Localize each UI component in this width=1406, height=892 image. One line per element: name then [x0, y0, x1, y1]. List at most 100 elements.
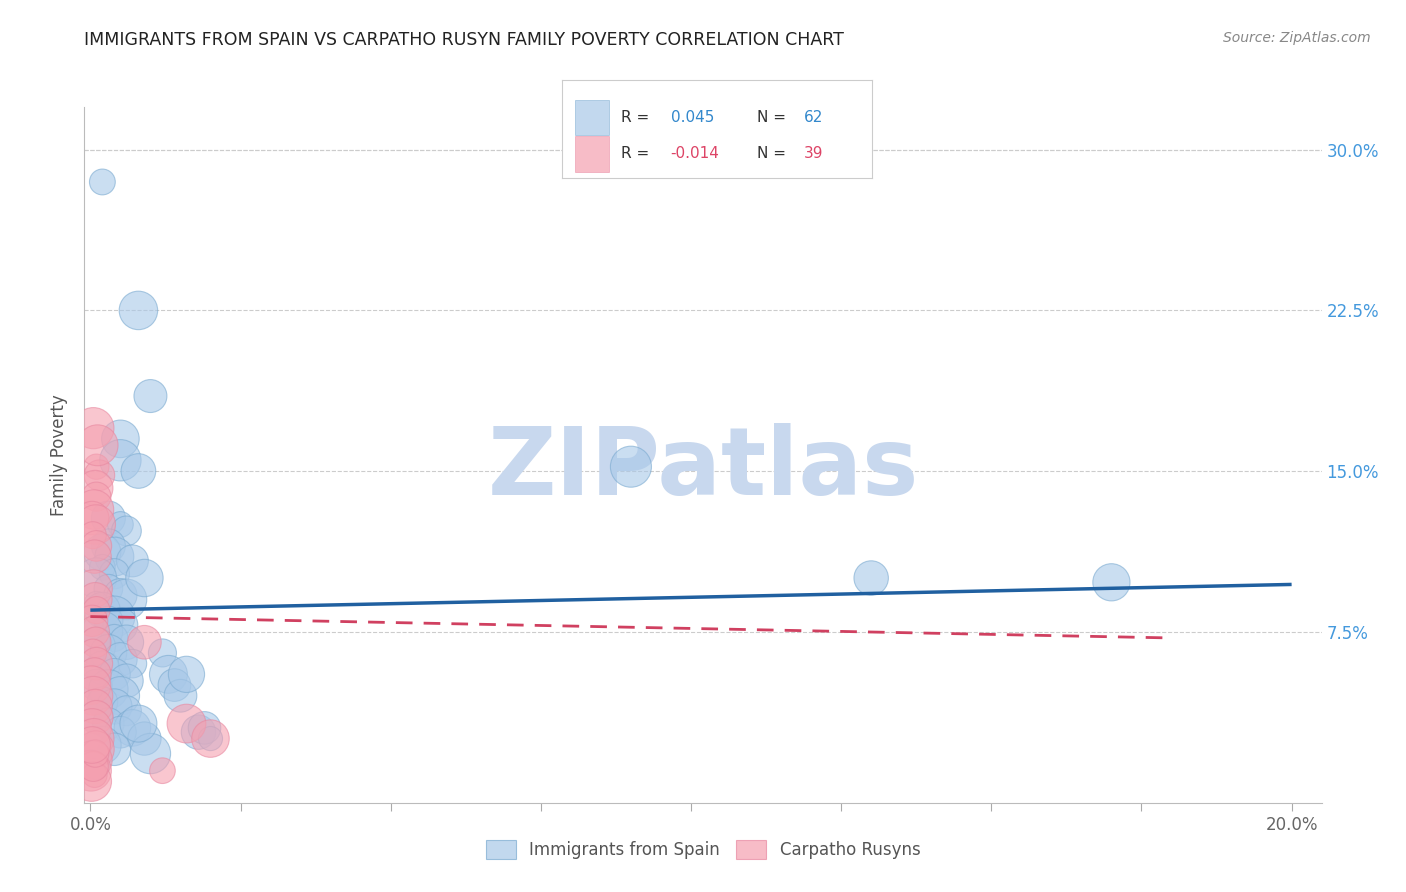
- Point: [97, 646, 120, 660]
- Point: [86, 571, 108, 585]
- Point: [200, 731, 222, 746]
- Point: [80, 764, 103, 778]
- Point: [121, 554, 143, 568]
- Point: [134, 635, 156, 649]
- Text: N =: N =: [758, 110, 786, 125]
- Point: [86, 603, 108, 617]
- Text: ZIPatlas: ZIPatlas: [488, 423, 918, 515]
- Point: [84, 742, 107, 756]
- Point: [152, 764, 174, 778]
- Point: [82, 721, 104, 735]
- Point: [82, 614, 104, 628]
- Point: [134, 731, 156, 746]
- Point: [82, 582, 104, 596]
- Bar: [575, 100, 609, 136]
- Point: [91, 603, 114, 617]
- Point: [86, 759, 108, 773]
- Point: [80, 774, 103, 789]
- Point: [97, 511, 120, 525]
- Point: [127, 303, 149, 318]
- Point: [86, 597, 108, 611]
- Point: [82, 753, 104, 767]
- Point: [86, 710, 108, 724]
- Point: [139, 747, 162, 761]
- Text: 39: 39: [804, 146, 823, 161]
- Point: [91, 661, 114, 675]
- Point: [110, 453, 132, 467]
- Point: [97, 614, 120, 628]
- Point: [110, 618, 132, 632]
- Text: 0.045: 0.045: [671, 110, 714, 125]
- Point: [121, 721, 143, 735]
- Point: [193, 721, 215, 735]
- Text: IMMIGRANTS FROM SPAIN VS CARPATHO RUSYN FAMILY POVERTY CORRELATION CHART: IMMIGRANTS FROM SPAIN VS CARPATHO RUSYN …: [84, 31, 844, 49]
- Point: [82, 646, 104, 660]
- Text: N =: N =: [758, 146, 786, 161]
- Point: [103, 566, 125, 581]
- Point: [620, 459, 643, 474]
- Point: [80, 678, 103, 692]
- Point: [103, 699, 125, 714]
- Point: [115, 704, 138, 718]
- Point: [110, 432, 132, 446]
- Point: [134, 571, 156, 585]
- Point: [97, 582, 120, 596]
- Point: [110, 725, 132, 739]
- Point: [115, 673, 138, 688]
- Point: [110, 652, 132, 666]
- Point: [83, 549, 105, 564]
- Point: [163, 678, 186, 692]
- Point: [110, 588, 132, 602]
- Text: -0.014: -0.014: [671, 146, 720, 161]
- Point: [157, 667, 180, 681]
- Point: [860, 571, 883, 585]
- Text: Source: ZipAtlas.com: Source: ZipAtlas.com: [1223, 31, 1371, 45]
- Point: [103, 631, 125, 645]
- Point: [176, 716, 198, 731]
- Point: [91, 545, 114, 559]
- Text: R =: R =: [621, 146, 650, 161]
- Point: [169, 689, 191, 703]
- Point: [86, 640, 108, 654]
- Point: [187, 725, 209, 739]
- Point: [176, 667, 198, 681]
- Legend: Immigrants from Spain, Carpatho Rusyns: Immigrants from Spain, Carpatho Rusyns: [479, 833, 927, 866]
- Point: [97, 682, 120, 697]
- Point: [84, 699, 107, 714]
- Point: [115, 592, 138, 607]
- Point: [84, 517, 107, 532]
- Text: 62: 62: [804, 110, 823, 125]
- Point: [84, 481, 107, 495]
- Point: [82, 528, 104, 542]
- Point: [83, 667, 105, 681]
- Point: [103, 609, 125, 624]
- Point: [91, 560, 114, 574]
- Point: [110, 517, 132, 532]
- Point: [82, 738, 104, 752]
- Point: [139, 389, 162, 403]
- Point: [121, 657, 143, 671]
- Point: [152, 646, 174, 660]
- Point: [97, 716, 120, 731]
- Point: [84, 635, 107, 649]
- Point: [83, 502, 105, 516]
- Point: [103, 667, 125, 681]
- Y-axis label: Family Poverty: Family Poverty: [51, 394, 69, 516]
- Point: [86, 657, 108, 671]
- Point: [127, 716, 149, 731]
- Point: [115, 524, 138, 538]
- Point: [82, 759, 104, 773]
- Point: [1099, 575, 1122, 590]
- Point: [91, 738, 114, 752]
- Point: [200, 731, 222, 746]
- Point: [127, 464, 149, 478]
- Point: [103, 549, 125, 564]
- Point: [91, 175, 114, 189]
- Point: [86, 710, 108, 724]
- Point: [86, 459, 108, 474]
- Point: [86, 678, 108, 692]
- Text: R =: R =: [621, 110, 650, 125]
- Point: [82, 689, 104, 703]
- Point: [86, 490, 108, 504]
- Point: [97, 539, 120, 553]
